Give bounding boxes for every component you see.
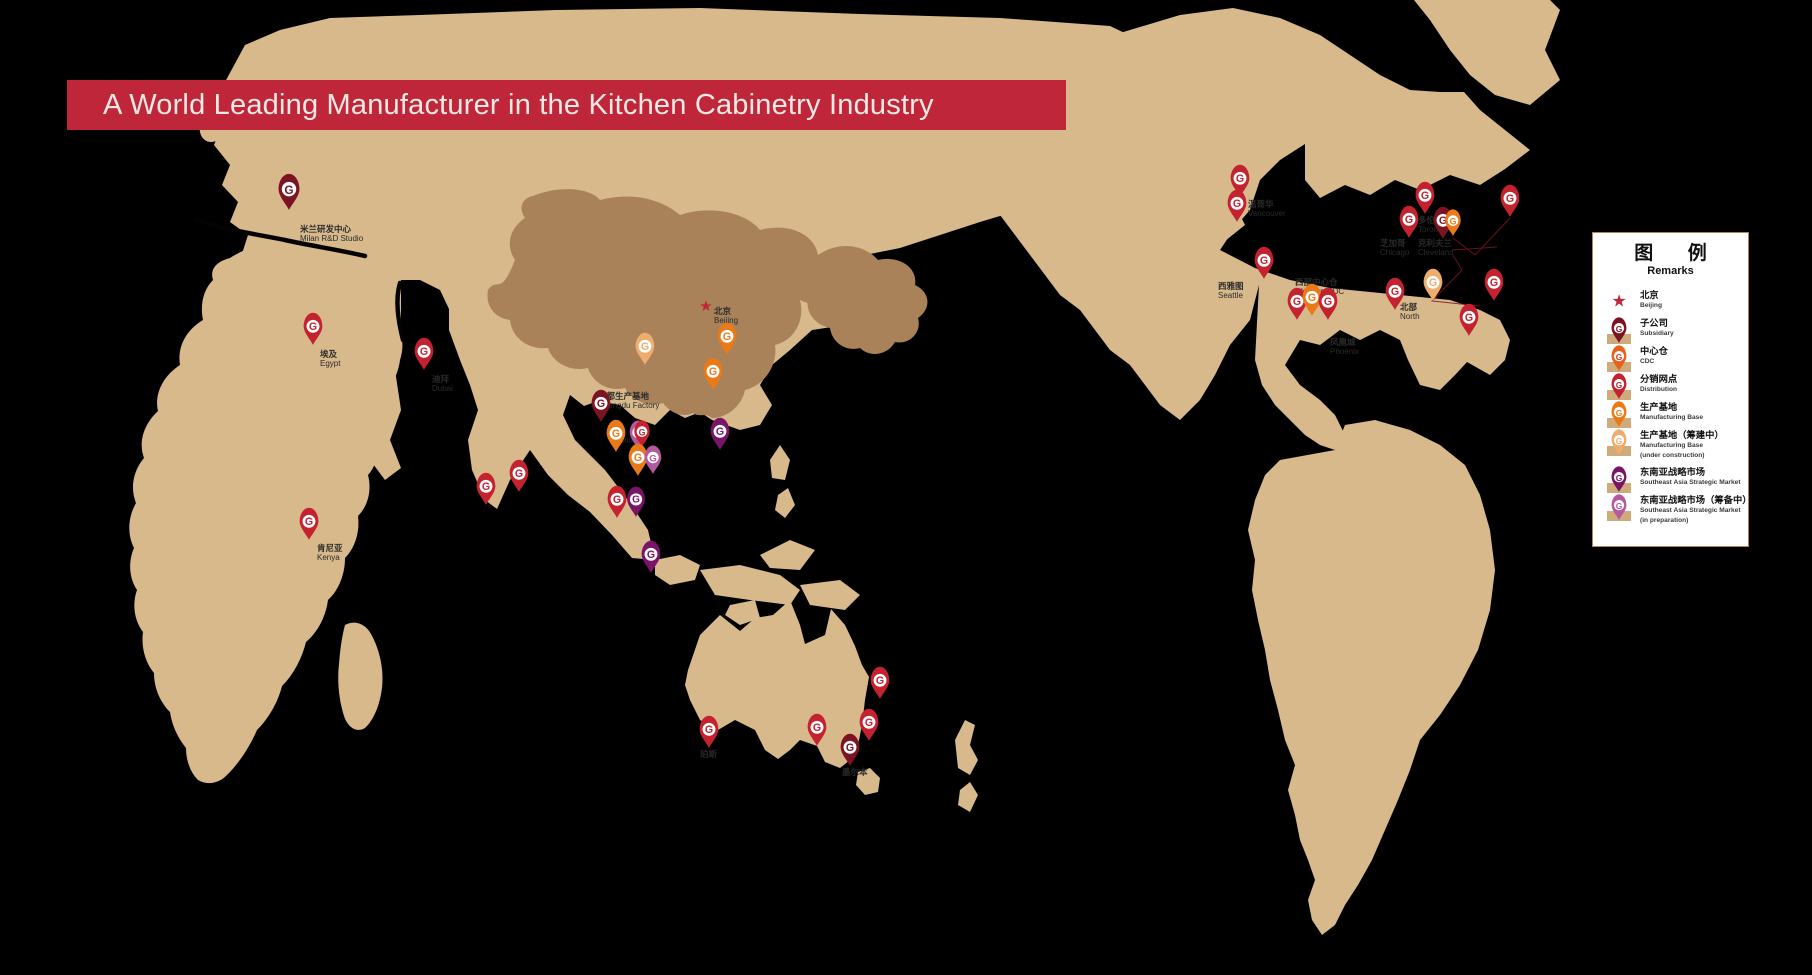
svg-text:墨尔本: 墨尔本 xyxy=(842,767,868,777)
svg-text:G: G xyxy=(639,427,646,437)
svg-text:G: G xyxy=(1450,216,1457,226)
svg-text:G: G xyxy=(723,331,731,343)
svg-text:G: G xyxy=(1233,198,1241,210)
svg-text:G: G xyxy=(613,494,621,506)
svg-text:Dubai: Dubai xyxy=(432,384,453,393)
svg-text:G: G xyxy=(716,426,724,438)
svg-text:克利夫兰: 克利夫兰 xyxy=(1418,238,1453,248)
svg-text:G: G xyxy=(284,183,293,197)
svg-text:G: G xyxy=(647,549,655,561)
svg-text:G: G xyxy=(309,321,317,333)
svg-text:Cleveland: Cleveland xyxy=(1418,248,1454,257)
svg-text:Egypt: Egypt xyxy=(320,359,341,368)
svg-text:北部: 北部 xyxy=(1400,302,1418,312)
svg-text:G: G xyxy=(1465,312,1473,324)
svg-text:G: G xyxy=(865,717,873,729)
svg-text:G: G xyxy=(1616,501,1623,511)
svg-text:G: G xyxy=(305,516,313,528)
svg-text:G: G xyxy=(1429,277,1437,289)
svg-text:Milan R&D Studio: Milan R&D Studio xyxy=(300,234,364,243)
svg-text:Phoenix: Phoenix xyxy=(1330,347,1359,356)
svg-text:G: G xyxy=(634,452,642,464)
svg-text:G: G xyxy=(597,398,605,410)
svg-text:Kenya: Kenya xyxy=(317,553,340,562)
svg-text:北京: 北京 xyxy=(714,306,732,316)
svg-text:珀斯: 珀斯 xyxy=(700,749,718,759)
svg-text:Seattle: Seattle xyxy=(1218,291,1243,300)
svg-text:G: G xyxy=(1236,173,1244,185)
svg-text:G: G xyxy=(641,341,649,353)
svg-text:西雅图: 西雅图 xyxy=(1218,281,1244,291)
svg-text:G: G xyxy=(813,722,821,734)
svg-text:G: G xyxy=(1616,473,1623,483)
svg-text:G: G xyxy=(709,366,717,378)
svg-text:G: G xyxy=(1506,193,1514,205)
svg-text:Vancouver: Vancouver xyxy=(1248,209,1286,218)
svg-text:G: G xyxy=(1405,214,1413,226)
svg-text:凤凰城: 凤凰城 xyxy=(1330,337,1356,347)
svg-text:芝加哥: 芝加哥 xyxy=(1380,238,1406,248)
svg-text:G: G xyxy=(420,346,428,358)
svg-text:G: G xyxy=(1490,277,1498,289)
svg-text:米兰研发中心: 米兰研发中心 xyxy=(300,224,352,234)
svg-text:肯尼亚: 肯尼亚 xyxy=(317,543,343,553)
svg-text:G: G xyxy=(1391,286,1399,298)
svg-text:G: G xyxy=(632,495,640,506)
svg-text:迪拜: 迪拜 xyxy=(432,374,450,384)
svg-text:G: G xyxy=(515,468,523,480)
svg-text:G: G xyxy=(1616,352,1623,362)
svg-text:G: G xyxy=(482,481,490,493)
svg-text:★: ★ xyxy=(1611,292,1626,311)
svg-text:G: G xyxy=(1293,296,1301,308)
svg-text:G: G xyxy=(1616,436,1623,446)
svg-text:G: G xyxy=(1260,255,1268,267)
svg-text:埃及: 埃及 xyxy=(320,349,338,359)
svg-text:G: G xyxy=(705,724,713,736)
svg-text:G: G xyxy=(649,453,656,463)
svg-text:G: G xyxy=(846,742,854,754)
svg-text:G: G xyxy=(1616,324,1623,334)
svg-text:G: G xyxy=(1324,296,1332,308)
svg-text:G: G xyxy=(612,428,620,440)
svg-text:G: G xyxy=(1616,380,1623,390)
svg-text:G: G xyxy=(1421,190,1429,202)
svg-text:G: G xyxy=(1308,292,1316,304)
svg-text:G: G xyxy=(1616,408,1623,418)
svg-text:Chicago: Chicago xyxy=(1380,248,1410,257)
svg-text:North: North xyxy=(1400,312,1420,321)
svg-text:温哥华: 温哥华 xyxy=(1248,199,1274,209)
svg-text:G: G xyxy=(876,675,884,687)
svg-text:★: ★ xyxy=(699,298,712,315)
